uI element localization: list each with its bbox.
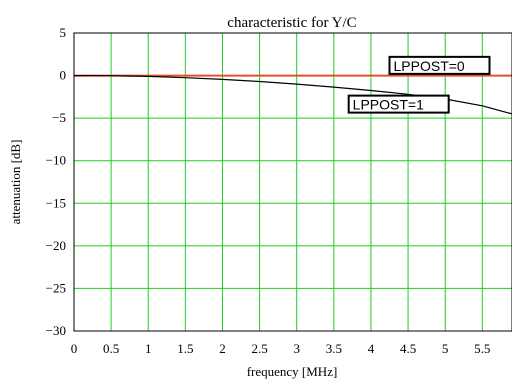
annotation-frame — [347, 94, 450, 114]
y-tick-label: −25 — [46, 280, 66, 295]
y-tick-label: −5 — [52, 110, 66, 125]
y-tick-label: −30 — [46, 323, 66, 338]
annotation-box: LPPOST=0 — [388, 55, 491, 75]
x-axis-label: frequency [MHz] — [247, 364, 338, 379]
x-tick-label: 1.5 — [177, 341, 193, 356]
y-tick-label: −20 — [46, 238, 66, 253]
y-tick-label: −10 — [46, 153, 66, 168]
y-axis-label: attenuation [dB] — [8, 140, 23, 225]
x-tick-label: 2.5 — [251, 341, 267, 356]
x-tick-label: 3.5 — [326, 341, 342, 356]
x-tick-label: 3 — [293, 341, 300, 356]
x-tick-label: 1 — [145, 341, 152, 356]
x-tick-label: 4 — [368, 341, 375, 356]
y-tick-label: 0 — [60, 68, 67, 83]
plot-frame — [73, 32, 512, 332]
y-tick-label: 5 — [60, 25, 67, 40]
chart-title: characteristic for Y/C — [227, 15, 356, 31]
annotation-box: LPPOST=1 — [347, 94, 450, 114]
x-tick-label: 5 — [442, 341, 449, 356]
x-tick-label: 4.5 — [400, 341, 416, 356]
y-tick-label: −15 — [46, 195, 66, 210]
x-tick-label: 0 — [71, 341, 78, 356]
annotation-label: LPPOST=0 — [394, 58, 465, 74]
annotation-label: LPPOST=1 — [353, 97, 424, 113]
annotation-frame — [388, 55, 491, 75]
x-tick-label: 2 — [219, 341, 226, 356]
x-tick-label: 0.5 — [103, 341, 119, 356]
x-tick-label: 5.5 — [474, 341, 490, 356]
